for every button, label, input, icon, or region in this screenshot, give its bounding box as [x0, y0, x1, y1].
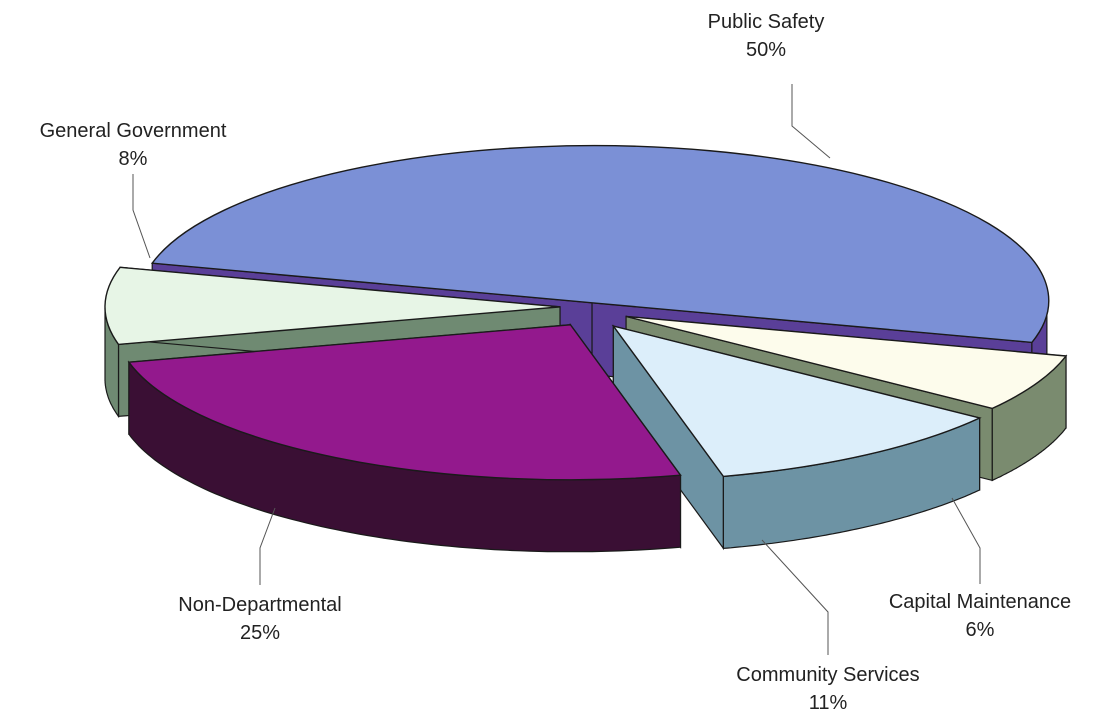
label-general-government-value: 8% — [118, 148, 148, 170]
slice-non-departmental — [127, 322, 682, 553]
slice-general-government-top — [104, 266, 561, 346]
label-public-safety-value: 50% — [745, 39, 787, 61]
leader-line-non-departmental — [259, 507, 276, 585]
label-public-safety-name: Public Safety — [707, 11, 825, 33]
label-public-safety: Public Safety 50% — [708, 8, 825, 64]
pie-slices — [104, 144, 1068, 553]
leader-line-capital-maintenance — [951, 497, 981, 584]
leader-line-community-services — [761, 539, 829, 655]
slice-public-safety-top — [150, 144, 1050, 344]
leader-lines — [132, 84, 981, 655]
label-non-departmental-value: 25% — [239, 622, 281, 644]
label-capital-maintenance-value: 6% — [965, 619, 995, 641]
leader-line-public-safety — [791, 84, 831, 159]
slice-capital-maintenance-top — [625, 315, 1068, 410]
label-community-services-name: Community Services — [736, 664, 920, 686]
label-non-departmental-name: Non-Departmental — [178, 594, 342, 616]
label-general-government-name: General Government — [39, 120, 227, 142]
label-non-departmental: Non-Departmental 25% — [178, 591, 341, 647]
slice-community-services-top — [611, 324, 982, 478]
label-community-services: Community Services 11% — [736, 661, 919, 717]
label-capital-maintenance: Capital Maintenance 6% — [889, 588, 1071, 644]
leader-line-general-government — [132, 174, 151, 259]
label-community-services-value: 11% — [808, 692, 848, 714]
slice-non-departmental-top — [127, 324, 682, 481]
slice-community-services — [611, 324, 982, 551]
label-capital-maintenance-name: Capital Maintenance — [888, 591, 1072, 613]
label-general-government: General Government 8% — [40, 117, 227, 173]
